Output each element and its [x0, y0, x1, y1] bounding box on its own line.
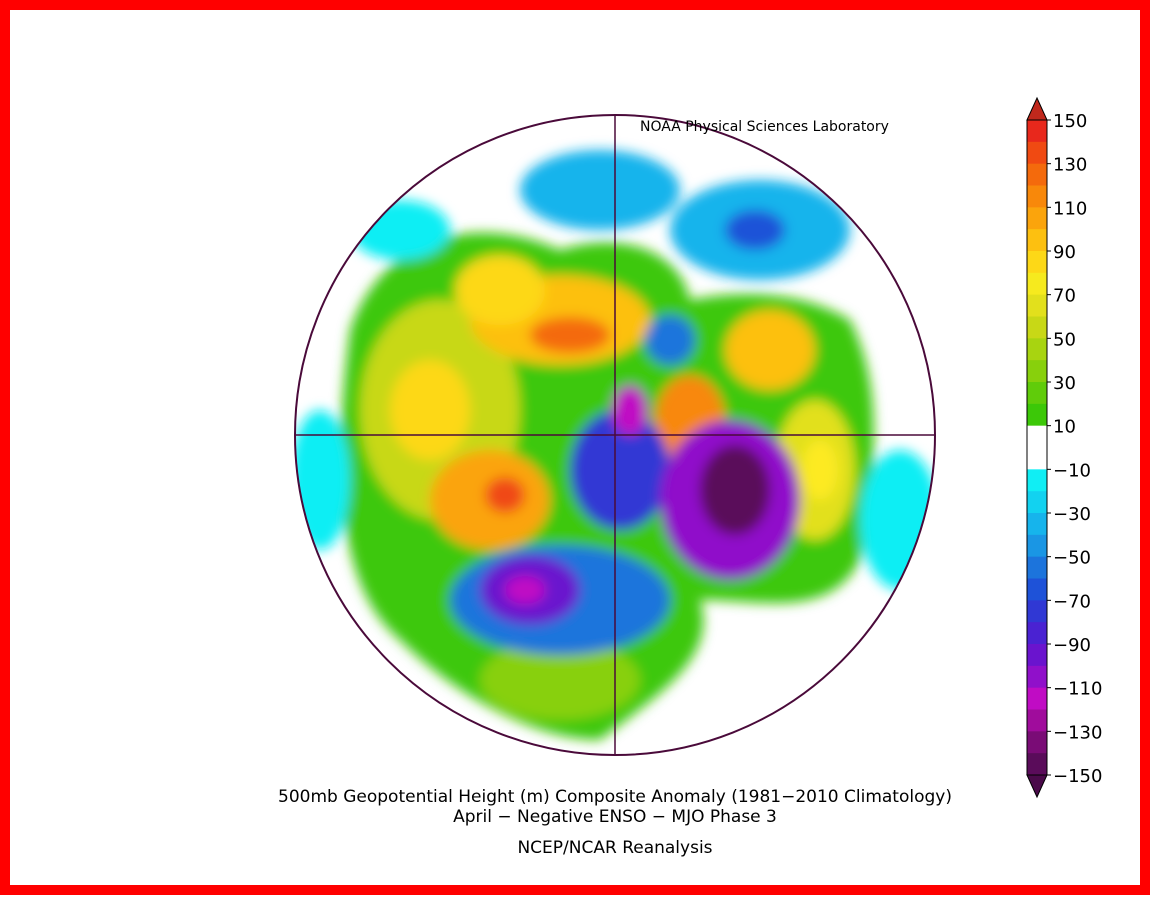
colorbar-label: −70 — [1053, 591, 1091, 612]
colorbar-segment — [1027, 753, 1047, 776]
colorbar-segment — [1027, 622, 1047, 645]
title: 500mb Geopotential Height (m) Composite … — [278, 787, 952, 807]
colorbar-segment — [1027, 338, 1047, 361]
colorbar-label: −30 — [1053, 504, 1091, 525]
colorbar-label: 110 — [1053, 198, 1087, 219]
colorbar-segment — [1027, 534, 1047, 558]
map-border — [294, 114, 936, 756]
colorbar-segment — [1027, 207, 1047, 230]
colorbar-segment — [1027, 382, 1047, 405]
source: NCEP/NCAR Reanalysis — [517, 838, 712, 858]
colorbar-segment — [1027, 294, 1047, 317]
colorbar-outline — [1026, 119, 1048, 776]
colorbar-segment — [1027, 272, 1047, 296]
subtitle: April − Negative ENSO − MJO Phase 3 — [453, 807, 777, 827]
map — [295, 115, 935, 755]
colorbar-label: 90 — [1053, 242, 1076, 263]
colorbar-segment — [1027, 665, 1047, 689]
colorbar-segment — [1027, 491, 1047, 514]
colorbar-label: −10 — [1053, 460, 1091, 481]
colorbar: 150 130 110 90 70 50 30 10 −10 −30 −50 −70 −90 −110 −1… — [1026, 96, 1102, 799]
colorbar-segment — [1027, 447, 1047, 470]
colorbar-label: 50 — [1053, 329, 1076, 350]
colorbar-segment — [1027, 120, 1047, 143]
colorbar-segment — [1027, 578, 1047, 601]
colorbar-segment — [1027, 556, 1047, 579]
colorbar-label: 130 — [1053, 155, 1087, 176]
colorbar-segment — [1027, 687, 1047, 710]
colorbar-segment — [1027, 141, 1047, 165]
colorbar-label: 30 — [1053, 373, 1076, 394]
colorbar-label: −90 — [1053, 635, 1091, 656]
colorbar-segment — [1027, 425, 1047, 448]
colorbar-label: −150 — [1053, 766, 1102, 787]
colorbar-segment — [1027, 403, 1047, 427]
colorbar-segment — [1027, 644, 1047, 667]
colorbar-segment — [1027, 600, 1047, 623]
colorbar-segment — [1027, 709, 1047, 732]
colorbar-segment — [1027, 360, 1047, 383]
colorbar-segment — [1027, 513, 1047, 536]
colorbar-label: −110 — [1053, 679, 1102, 700]
colorbar-segment — [1027, 229, 1047, 252]
colorbar-segment — [1027, 185, 1047, 208]
colorbar-label: 70 — [1053, 286, 1076, 307]
credit: NOAA Physical Sciences Laboratory — [640, 119, 889, 135]
colorbar-segment — [1027, 469, 1047, 492]
colorbar-segment — [1027, 316, 1047, 339]
colorbar-label: −50 — [1053, 548, 1091, 569]
colorbar-segment — [1027, 731, 1047, 754]
colorbar-label: 10 — [1053, 417, 1076, 438]
colorbar-label: −130 — [1053, 722, 1102, 743]
colorbar-label: 150 — [1053, 111, 1087, 132]
colorbar-segment — [1027, 163, 1047, 186]
colorbar-segment — [1027, 251, 1047, 274]
